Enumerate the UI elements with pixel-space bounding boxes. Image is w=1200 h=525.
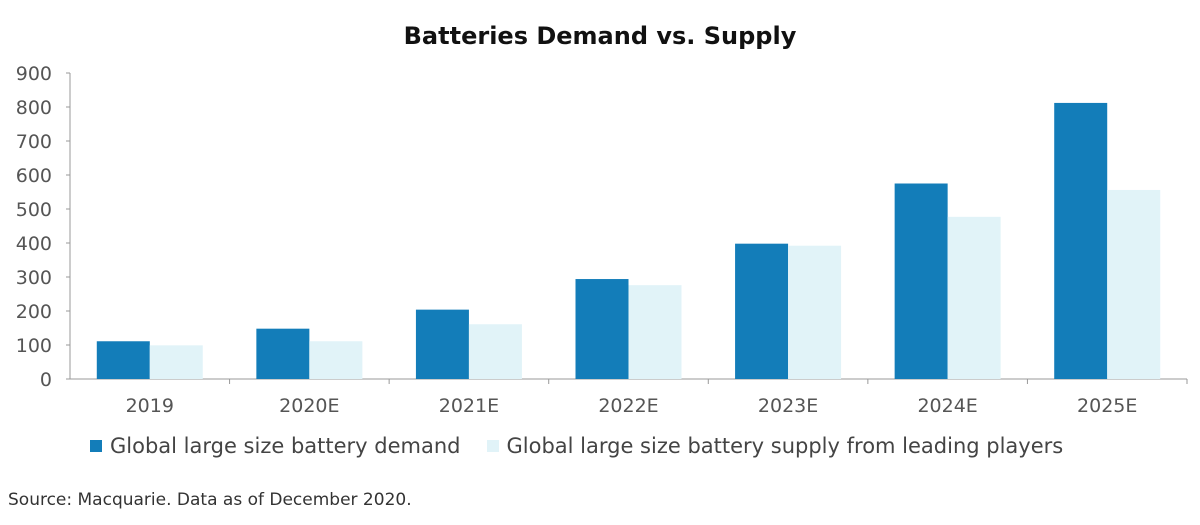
bar-supply-2024E <box>947 216 1001 379</box>
legend-item-supply: Global large size battery supply from le… <box>486 434 1064 458</box>
bar-supply-2022E <box>628 285 682 379</box>
bar-supply-2025E <box>1107 189 1161 379</box>
source-note: Source: Macquarie. Data as of December 2… <box>8 490 412 510</box>
bar-supply-2020E <box>309 341 363 379</box>
legend-item-demand: Global large size battery demand <box>90 434 461 458</box>
bar-supply-2023E <box>788 245 842 379</box>
x-tick-label: 2024E <box>917 395 977 417</box>
bar-demand-2020E <box>256 328 310 379</box>
y-tick-label: 400 <box>16 233 52 255</box>
chart-title: Batteries Demand vs. Supply <box>403 22 797 50</box>
x-tick-label: 2020E <box>279 395 339 417</box>
bar-supply-2019 <box>149 345 203 379</box>
bar-demand-2023E <box>735 243 789 379</box>
bar-demand-2022E <box>575 279 629 379</box>
x-tick-label: 2023E <box>758 395 818 417</box>
y-tick-label: 600 <box>16 165 52 187</box>
y-tick-label: 900 <box>16 63 52 85</box>
y-tick-label: 100 <box>16 335 52 357</box>
legend: Global large size battery demand Global … <box>90 434 1063 458</box>
bar-supply-2021E <box>468 324 522 379</box>
bar-demand-2025E <box>1054 102 1108 380</box>
y-tick-label: 800 <box>16 97 52 119</box>
legend-swatch-supply <box>486 440 499 452</box>
legend-swatch-demand <box>90 440 102 452</box>
bar-demand-2019 <box>96 341 150 379</box>
x-tick-label: 2019 <box>126 395 174 417</box>
y-tick-label: 700 <box>16 131 52 153</box>
y-tick-label: 0 <box>40 369 52 391</box>
x-tick-label: 2021E <box>439 395 499 417</box>
y-tick-label: 500 <box>16 199 52 221</box>
legend-label-supply: Global large size battery supply from le… <box>506 434 1064 458</box>
x-tick-label: 2022E <box>598 395 658 417</box>
legend-label-demand: Global large size battery demand <box>110 434 461 458</box>
x-tick-label: 2025E <box>1077 395 1137 417</box>
bar-demand-2024E <box>894 183 948 379</box>
y-tick-label: 200 <box>16 301 52 323</box>
bar-demand-2021E <box>415 309 469 379</box>
y-tick-label: 300 <box>16 267 52 289</box>
